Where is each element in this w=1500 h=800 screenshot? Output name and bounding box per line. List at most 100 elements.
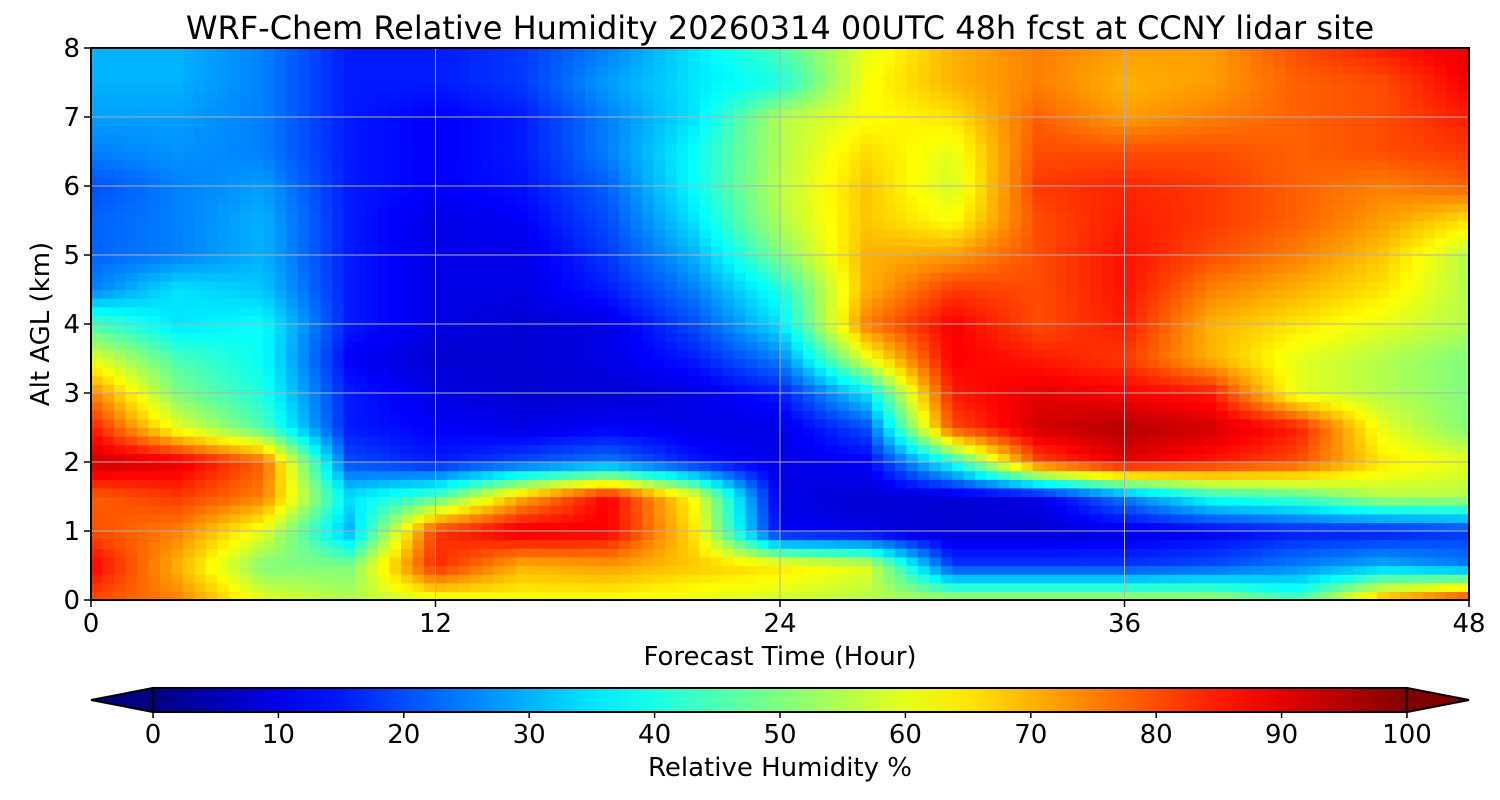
heatmap-cell <box>906 470 919 480</box>
heatmap-cell <box>665 332 678 342</box>
heatmap-cell <box>1227 513 1240 523</box>
heatmap-cell <box>768 496 781 506</box>
heatmap-cell <box>228 375 241 385</box>
heatmap-cell <box>665 272 678 282</box>
heatmap-cell <box>561 349 574 360</box>
heatmap-cell <box>91 315 104 325</box>
heatmap-cell <box>113 479 127 489</box>
heatmap-cell <box>963 574 976 584</box>
heatmap-cell <box>917 462 930 472</box>
heatmap-cell <box>389 444 402 454</box>
heatmap-cell <box>1400 548 1413 558</box>
heatmap-cell <box>676 306 689 316</box>
heatmap-cell <box>263 565 276 575</box>
heatmap-cell <box>871 531 884 541</box>
heatmap-cell <box>963 470 976 480</box>
heatmap-cell <box>986 306 999 316</box>
heatmap-cell <box>378 255 391 265</box>
heatmap-cell <box>780 332 793 342</box>
heatmap-cell <box>378 462 391 472</box>
heatmap-cell <box>1113 255 1126 265</box>
heatmap-cell <box>343 280 356 291</box>
heatmap-cell <box>274 401 287 411</box>
heatmap-cell <box>1365 496 1378 506</box>
heatmap-cell <box>435 513 448 523</box>
heatmap-cell <box>297 237 310 247</box>
heatmap-cell <box>745 315 758 325</box>
heatmap-cell <box>1135 341 1149 351</box>
heatmap-cell <box>791 246 804 256</box>
heatmap-cell <box>481 289 494 299</box>
heatmap-cell <box>848 280 861 291</box>
heatmap-cell <box>492 410 505 420</box>
heatmap-cell <box>1377 375 1390 385</box>
heatmap-cell <box>757 367 770 377</box>
heatmap-cell <box>1400 574 1413 584</box>
heatmap-cell <box>699 556 712 567</box>
heatmap-cell <box>136 479 150 489</box>
heatmap-cell <box>1354 401 1367 411</box>
heatmap-cell <box>653 565 666 575</box>
heatmap-cell <box>309 539 322 549</box>
heatmap-cell <box>871 470 884 480</box>
heatmap-cell <box>642 289 655 299</box>
heatmap-cell <box>309 574 322 584</box>
heatmap-cell <box>768 315 781 325</box>
heatmap-cell <box>883 453 896 463</box>
heatmap-cell <box>182 436 195 446</box>
heatmap-cell <box>1158 289 1172 299</box>
heatmap-cell <box>1009 263 1022 273</box>
heatmap-cell <box>711 565 724 575</box>
heatmap-cell <box>355 272 368 282</box>
heatmap-cell <box>630 237 643 247</box>
heatmap-cell <box>894 496 907 506</box>
heatmap-cell <box>1021 556 1034 567</box>
heatmap-cell <box>504 556 517 567</box>
heatmap-cell <box>297 367 310 377</box>
heatmap-cell <box>1101 479 1114 489</box>
heatmap-cell <box>194 306 207 316</box>
heatmap-cell <box>619 513 632 523</box>
heatmap-cell <box>205 565 218 575</box>
heatmap-cell <box>1423 315 1436 325</box>
heatmap-cell <box>343 556 356 567</box>
heatmap-cell <box>1113 315 1126 325</box>
heatmap-cell <box>1113 444 1126 454</box>
heatmap-cell <box>515 358 528 368</box>
heatmap-cell <box>1135 255 1149 265</box>
heatmap-cell <box>711 522 724 532</box>
heatmap-cell <box>1055 332 1068 342</box>
heatmap-cell <box>780 548 793 558</box>
heatmap-cell <box>584 548 597 558</box>
heatmap-cell <box>1170 418 1183 429</box>
heatmap-cell <box>607 496 620 506</box>
heatmap-cell <box>389 384 402 394</box>
heatmap-cell <box>584 384 597 394</box>
heatmap-cell <box>1032 496 1045 506</box>
heatmap-cell <box>711 470 724 480</box>
heatmap-cell <box>757 306 770 316</box>
heatmap-cell <box>1158 367 1172 377</box>
heatmap-cell <box>424 427 437 437</box>
heatmap-cell <box>1044 522 1057 532</box>
heatmap-cell <box>1446 332 1459 342</box>
heatmap-cell <box>1388 427 1401 437</box>
heatmap-cell <box>653 280 666 291</box>
heatmap-cell <box>998 418 1011 429</box>
heatmap-cell <box>1124 341 1137 351</box>
heatmap-cell <box>320 453 333 463</box>
heatmap-cell <box>561 263 574 273</box>
heatmap-cell <box>148 513 161 523</box>
heatmap-cell <box>113 375 127 385</box>
heatmap-cell <box>1204 418 1217 429</box>
heatmap-cell <box>102 341 115 351</box>
heatmap-cell <box>320 418 333 429</box>
heatmap-cell <box>159 298 172 308</box>
heatmap-cell <box>240 505 253 515</box>
heatmap-cell <box>1296 418 1309 429</box>
heatmap-cell <box>297 453 310 463</box>
heatmap-cell <box>1067 306 1080 316</box>
heatmap-cell <box>550 237 563 247</box>
heatmap-cell <box>975 401 988 411</box>
heatmap-cell <box>917 539 930 549</box>
